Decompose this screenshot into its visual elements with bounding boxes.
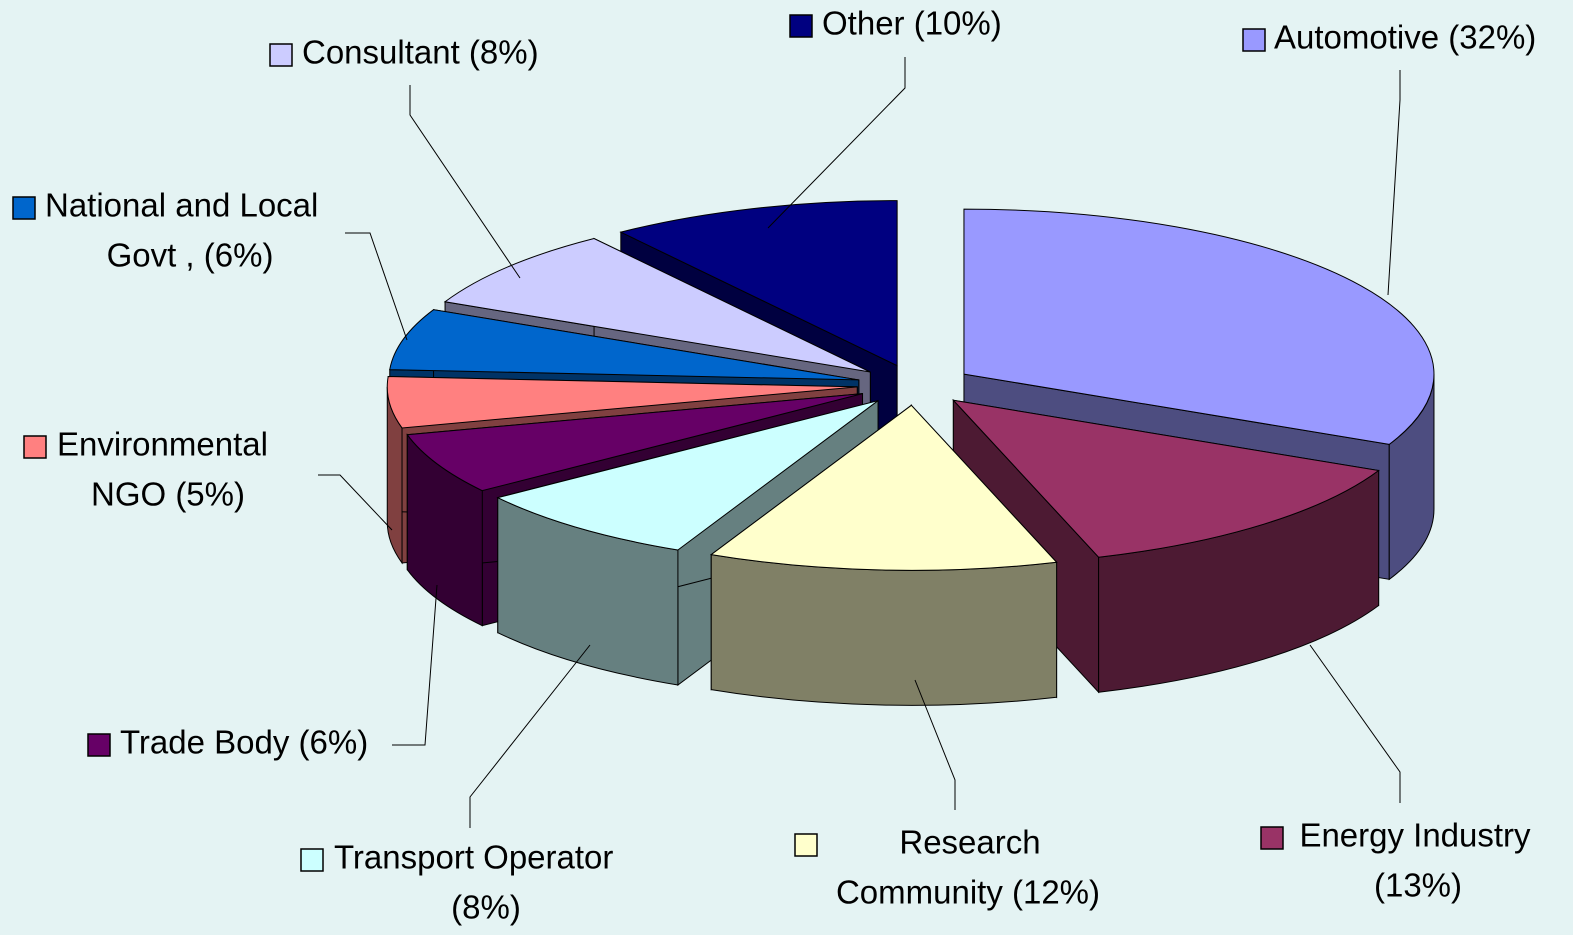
leader-line (318, 474, 393, 531)
legend-swatch (23, 435, 47, 459)
slice-label: Energy Industry (1299, 817, 1531, 854)
legend-swatch (789, 14, 813, 38)
leader-line (914, 679, 956, 810)
leader-line (469, 644, 591, 828)
slice-top (963, 208, 1435, 445)
slice-top (443, 238, 871, 373)
slice-top (496, 400, 879, 551)
slice-top (386, 376, 858, 429)
slice-label: Automotive (32%) (1274, 19, 1536, 56)
legend-swatch (269, 43, 293, 67)
legend-swatch (1242, 28, 1266, 52)
slice-label: Transport Operator (334, 839, 613, 876)
slice-label: Other (10%) (822, 5, 1002, 42)
slice-label: (8%) (451, 889, 521, 926)
slice-wall (710, 554, 1058, 706)
legend-swatch (12, 196, 36, 220)
slice-top (951, 399, 1380, 558)
slice (710, 404, 1058, 706)
slice-top (710, 404, 1058, 571)
slice-label: Govt , (6%) (107, 237, 274, 274)
slice-label: National and Local (45, 187, 318, 224)
legend-swatch (1260, 826, 1284, 850)
slice-top (389, 309, 859, 381)
slice-label: (13%) (1374, 867, 1462, 904)
slice-top (619, 200, 898, 367)
slice-label: Community (12%) (836, 874, 1100, 911)
labels: Automotive (32%) Energy Industry (13%) Rese… (12, 5, 1536, 926)
leader-line (345, 232, 408, 341)
slice-label: Environmental (57, 426, 268, 463)
legend-swatch (794, 833, 818, 857)
legend-swatch (300, 848, 324, 872)
leader-line (392, 584, 438, 746)
leader-line (1387, 70, 1401, 296)
leader-line (767, 57, 906, 229)
pie (386, 200, 1435, 706)
slice-label: Trade Body (6%) (120, 724, 368, 761)
slice-label: Research (899, 824, 1040, 861)
slice-top (406, 393, 863, 492)
legend-swatch (87, 733, 111, 757)
leader-line (409, 85, 521, 279)
slice-label: Consultant (8%) (302, 34, 539, 71)
slice-label: NGO (5%) (91, 476, 245, 513)
leader-line (1309, 644, 1401, 803)
